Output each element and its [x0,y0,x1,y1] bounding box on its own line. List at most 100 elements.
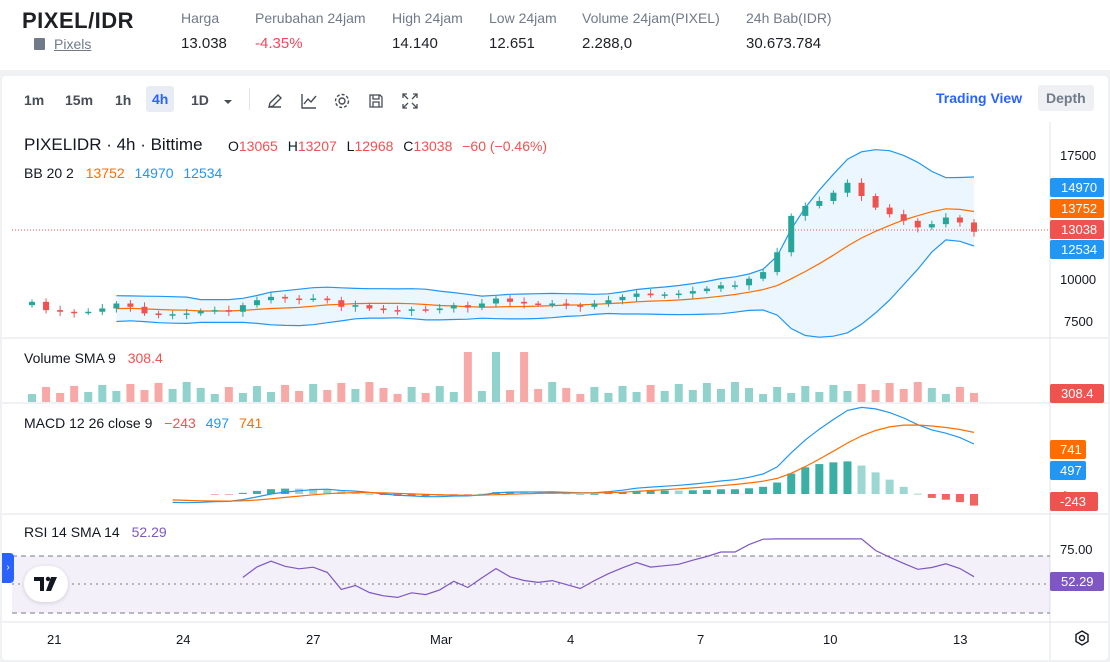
trading-chart[interactable]: PIXELIDR · 4h · Bittime O13065 H13207 L1… [2,122,1108,660]
volume-bar [182,382,191,402]
project-link[interactable]: Pixels [34,36,91,52]
stat-volume: Volume 24jam(PIXEL) 2.288,0 [582,10,720,52]
volume-bar [477,391,486,402]
macd-histogram-bar [224,494,233,495]
chart-toolbar: 1m 15m 1h 4h 1D Trading View Depth [2,76,1108,122]
volume-bar [576,394,585,402]
candle-body [900,214,907,221]
timeframe-15m[interactable]: 15m [65,92,94,108]
bollinger-lower-line [116,239,975,338]
macd-histogram-bar [829,462,838,494]
trading-view-button[interactable]: Trading View [928,85,1031,111]
macd-histogram-bar [365,493,374,495]
volume-bar [281,385,290,402]
candle-body [788,215,795,253]
badge-macd-line: 497 [1050,461,1086,480]
volume-bar [267,392,276,402]
chart-settings-icon[interactable] [1070,626,1094,650]
stat-low: Low 24jam 12.651 [489,10,557,52]
macd-histogram-bar [843,461,852,494]
volume-bar [421,393,430,402]
candle-body [619,296,626,301]
macd-histogram-bar [646,490,655,494]
candle-body [141,306,148,314]
badge-last-price: 13038 [1050,220,1104,239]
candle-body [886,207,893,215]
stat-high: High 24jam 14.140 [392,10,463,52]
volume-bar [323,390,332,402]
book-icon [34,38,45,50]
candle-body [661,294,668,296]
depth-button[interactable]: Depth [1038,85,1094,111]
side-panel-toggle[interactable]: › [2,553,14,583]
tradingview-logo[interactable] [24,566,68,602]
macd-histogram-bar [421,494,430,497]
candle-body [239,305,246,312]
candle-body [774,252,781,273]
candlestick-series [29,178,977,320]
candle-body [310,298,317,301]
time-tick: 4 [567,632,574,647]
macd-histogram-bar [730,489,739,494]
time-tick: 13 [953,632,967,647]
svg-text:308.4: 308.4 [1061,386,1094,401]
candle-body [521,301,528,304]
macd-histogram-bar [520,492,529,494]
volume-bar [871,390,880,402]
volume-bar [28,394,36,402]
volume-bar [393,394,402,402]
candle-body [422,309,429,311]
volume-bar [801,386,810,402]
ticker-bar: PIXEL/IDR Pixels Harga 13.038 Perubahan … [0,0,1110,70]
candle-body [169,314,176,316]
volume-bar [913,382,922,402]
svg-text:-243: -243 [1060,494,1086,509]
candle-body [717,285,724,289]
macd-histogram-bar [745,488,754,494]
volume-bar [84,392,93,402]
volume-bar [196,388,205,402]
candle-body [760,272,767,279]
volume-bar [604,393,613,402]
volume-bar [773,387,782,402]
candle-body [43,301,50,311]
timeframe-4h[interactable]: 4h [146,86,175,112]
volume-bar [955,387,964,402]
line-chart-icon[interactable] [300,92,318,110]
save-icon[interactable] [367,92,385,110]
timeframe-1d[interactable]: 1D [191,92,209,108]
candle-body [282,296,289,299]
volume-bar [815,392,824,402]
timeframe-1h[interactable]: 1h [115,92,132,108]
badge-rsi: 52.29 [1050,572,1104,591]
bollinger-basis-line [116,208,975,312]
chart-title: PIXELIDR · 4h · Bittime [24,135,203,154]
volume-series [28,352,978,402]
candle-body [211,310,218,312]
macd-histogram-bar [759,486,768,494]
fullscreen-icon[interactable] [401,92,419,110]
volume-bar [730,382,739,402]
volume-bar [843,391,852,402]
price-tick: 7500 [1064,314,1093,329]
candle-body [71,311,78,314]
badge-volume: 308.4 [1050,384,1104,403]
macd-histogram-bar [562,493,571,495]
chevron-down-icon[interactable] [221,92,235,110]
tradingview-logo-icon [34,576,57,591]
candle-body [492,298,499,304]
gear-icon[interactable] [333,92,351,110]
timeframe-1m[interactable]: 1m [24,92,45,108]
candle-body [408,309,415,311]
macd-histogram-bar [716,489,725,494]
pencil-icon[interactable] [266,92,284,110]
candle-body [127,303,134,307]
volume-bar [112,391,121,402]
volume-bar [590,387,599,402]
macd-histogram-bar [773,482,782,494]
candle-body [338,300,345,307]
rsi-legend: RSI 14 SMA 14 52.29 [24,524,167,540]
candle-body [450,305,457,309]
rsi-line [242,538,975,599]
stat-price: Harga 13.038 [181,10,227,52]
